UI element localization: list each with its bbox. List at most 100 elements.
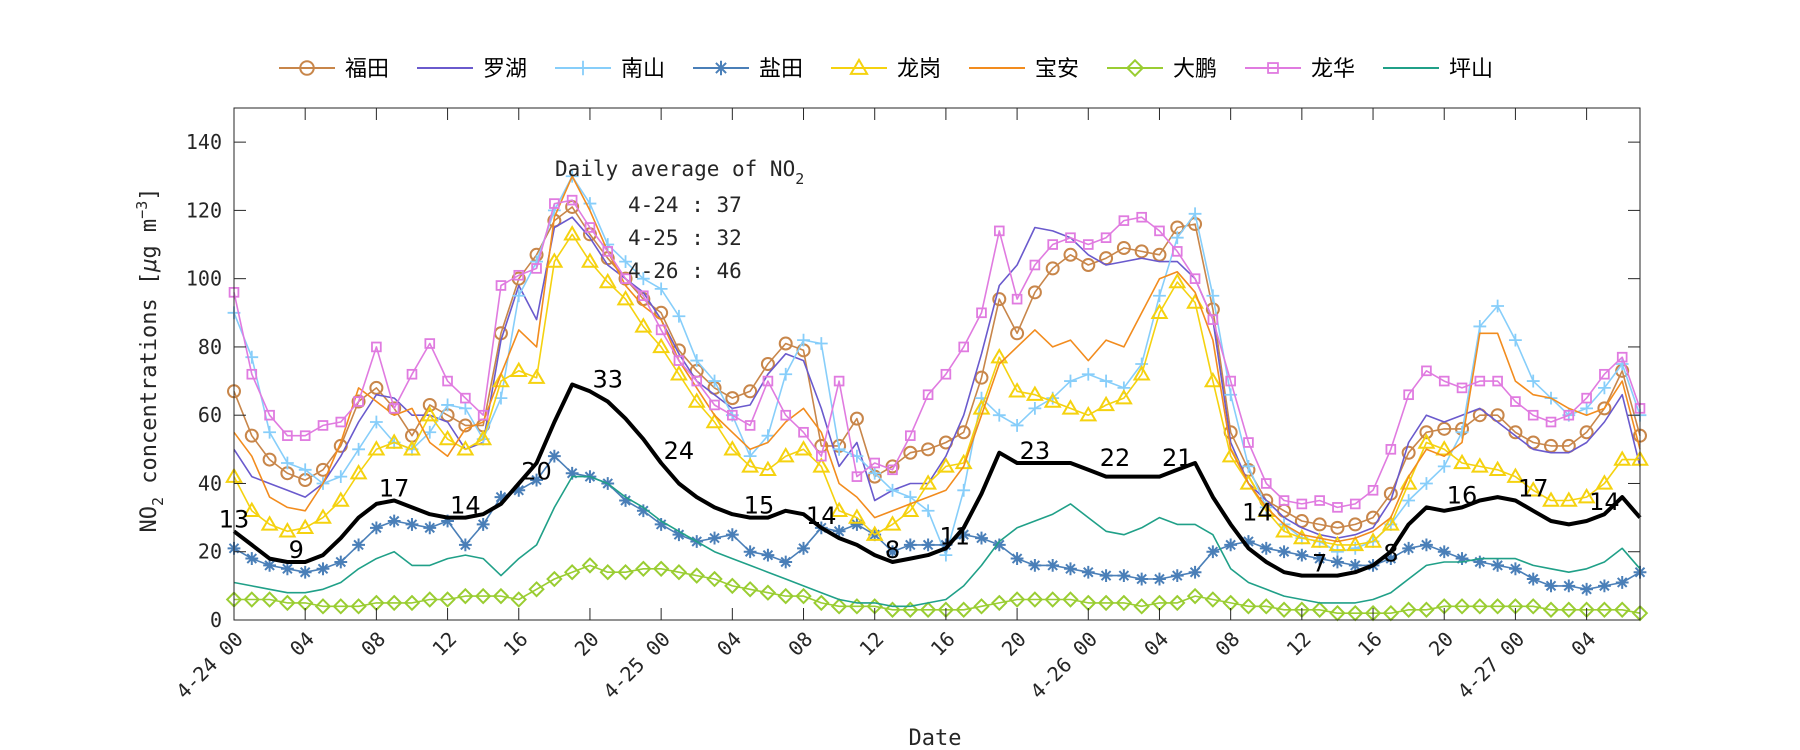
data-point-2-78: [1615, 357, 1629, 371]
data-point-6-9: [385, 594, 403, 612]
data-point-7-69: [1456, 382, 1468, 394]
data-point-7-29: [744, 420, 756, 431]
data-point-4-45: [1025, 385, 1044, 401]
x-tick-label-2: 08: [356, 627, 390, 661]
data-point-0-2: [262, 452, 277, 467]
data-point-2-71: [1491, 299, 1505, 313]
data-point-7-15: [495, 280, 507, 291]
data-point-7-68: [1438, 375, 1450, 387]
data-point-7-18: [549, 198, 560, 209]
value-label-1: 9: [289, 536, 304, 564]
data-point-4-17: [527, 368, 546, 384]
data-point-3-43: [992, 538, 1006, 552]
data-point-0-30: [760, 357, 775, 371]
data-point-4-71: [1488, 460, 1507, 477]
data-point-7-38: [905, 430, 916, 441]
y-axis-label: NO2 concentrations [μg m−3]: [133, 187, 167, 532]
data-point-7-72: [1510, 396, 1521, 407]
data-point-6-1: [243, 591, 261, 608]
data-point-4-5: [314, 508, 332, 524]
x-tick-label-0: 4-24 00: [171, 627, 248, 704]
data-point-0-67: [1419, 425, 1434, 440]
data-point-3-76: [1580, 582, 1594, 596]
annotation-title: Daily average of NO2: [555, 157, 804, 188]
data-point-7-62: [1332, 502, 1343, 513]
data-point-4-3: [278, 522, 297, 538]
series-line-5: [233, 175, 1641, 543]
data-point-3-66: [1402, 541, 1416, 555]
value-label-4: 20: [521, 457, 552, 485]
data-point-0-48: [1081, 258, 1096, 273]
annotation-line-1: 4-24 : 37: [628, 193, 742, 217]
data-point-3-16: [512, 483, 526, 497]
data-point-3-50: [1117, 569, 1131, 583]
y-tick-label-3: 60: [198, 403, 222, 427]
data-point-7-13: [460, 392, 471, 404]
series-series-6-6: [225, 557, 1649, 622]
data-point-3-70: [1473, 555, 1487, 569]
data-point-2-48: [1081, 367, 1095, 381]
data-point-7-54: [1189, 273, 1201, 284]
data-point-4-34: [830, 501, 849, 517]
data-point-4-26: [687, 392, 706, 408]
data-point-4-69: [1453, 453, 1471, 470]
data-point-3-51: [1135, 572, 1149, 586]
data-point-3-71: [1491, 558, 1505, 572]
data-point-7-21: [602, 246, 614, 257]
data-point-3-72: [1509, 562, 1522, 576]
data-point-6-46: [1044, 591, 1061, 608]
data-point-6-16: [510, 591, 527, 608]
data-point-4-1: [242, 501, 261, 517]
data-point-2-11: [423, 425, 437, 439]
data-point-0-77: [1597, 401, 1612, 416]
data-point-7-26: [691, 375, 703, 387]
data-point-6-47: [1062, 591, 1079, 608]
x-tick-label-11: 20: [997, 627, 1031, 661]
data-point-0-29: [743, 384, 758, 399]
data-point-4-48: [1079, 406, 1098, 422]
data-point-2-43: [992, 408, 1006, 422]
data-point-0-8: [369, 380, 384, 395]
x-tick-label-17: 20: [1424, 627, 1458, 661]
x-tick-label-14: 08: [1210, 627, 1244, 661]
legend-item-7: 龙华: [1245, 57, 1355, 82]
data-point-0-76: [1579, 425, 1594, 440]
data-point-2-66: [1402, 494, 1416, 507]
x-tick-label-3: 12: [427, 627, 461, 661]
data-point-7-50: [1118, 215, 1130, 226]
data-point-6-31: [777, 587, 794, 605]
data-point-4-65: [1381, 515, 1400, 531]
legend-item-8: 坪山: [1383, 57, 1493, 82]
data-point-7-51: [1136, 211, 1147, 223]
data-point-4-61: [1310, 532, 1329, 548]
y-tick-label-4: 80: [198, 335, 222, 359]
data-point-7-22: [620, 273, 631, 284]
x-tick-label-6: 4-25 00: [598, 627, 675, 704]
data-point-0-52: [1152, 247, 1167, 262]
data-point-0-45: [1027, 285, 1042, 300]
data-point-4-35: [847, 508, 866, 524]
data-point-6-17: [528, 581, 545, 598]
data-point-7-45: [1029, 259, 1041, 271]
value-label-9: 8: [885, 536, 900, 564]
data-point-6-51: [1133, 598, 1150, 615]
data-point-7-59: [1278, 495, 1290, 506]
x-tick-label-16: 16: [1353, 627, 1387, 661]
legend-item-2: 南山: [555, 57, 665, 82]
data-point-0-37: [885, 459, 900, 474]
data-point-6-32: [795, 587, 812, 605]
data-point-2-76: [1580, 401, 1594, 415]
data-point-0-72: [1508, 425, 1523, 440]
value-label-17: 16: [1447, 481, 1478, 509]
data-point-7-52: [1154, 225, 1165, 237]
data-point-3-31: [779, 555, 793, 569]
data-point-3-18: [547, 449, 561, 463]
data-point-7-55: [1207, 314, 1219, 325]
data-point-3-75: [1562, 579, 1576, 593]
data-point-7-39: [922, 389, 934, 401]
data-point-6-42: [973, 598, 990, 615]
data-point-4-66: [1399, 474, 1418, 490]
data-point-4-44: [1008, 382, 1027, 398]
data-point-7-35: [851, 471, 863, 482]
